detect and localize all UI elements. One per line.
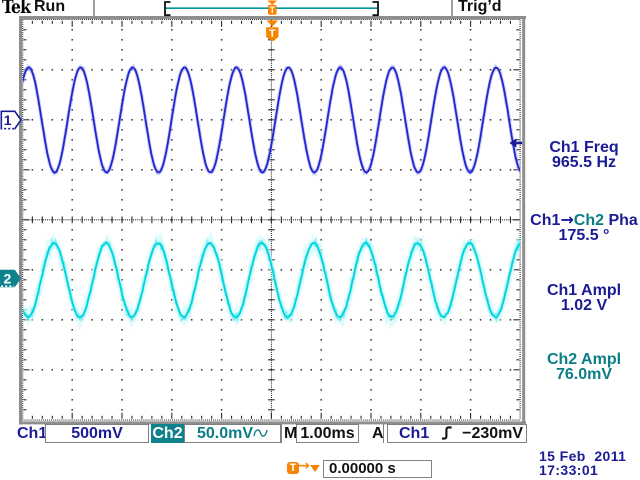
timebase-readout: 1.00ms <box>296 424 359 443</box>
trigger-position-icon: T <box>287 462 299 474</box>
measurement-value: 76.0mV <box>555 366 613 383</box>
header-divider-1 <box>93 0 95 16</box>
measurement-ch1-ampl: Ch1 Ampl 1.02 V <box>527 282 640 314</box>
trigger-flag: T <box>269 28 276 40</box>
trigger-readout: Ch1 −230mV <box>387 424 527 443</box>
right-arrow-icon: → <box>298 458 310 474</box>
ch2-status-label: Ch2 <box>151 424 184 443</box>
timebase-label: M <box>284 425 298 442</box>
ac-coupling-icon <box>253 429 268 437</box>
measurement-value: 1.02 V <box>560 297 608 314</box>
measurement-phase: Ch1→Ch2 Pha 175.5 ° <box>527 210 640 244</box>
date-readout: 15 Feb 2011 <box>539 448 627 464</box>
trigger-position-readout: 0.00000 s <box>323 460 432 478</box>
minibar-trigger-marker: T <box>270 5 276 15</box>
status-divider-a <box>383 424 384 443</box>
measurement-ch2-ampl: Ch2 Ampl 76.0mV <box>527 351 640 383</box>
trigger-source: Ch1 <box>399 425 430 442</box>
rising-edge-icon <box>441 426 452 440</box>
measurement-label: Ch1→Ch2 Pha <box>530 210 638 229</box>
ch1-status-label: Ch1 <box>17 425 48 442</box>
ch1-position-marker: 1 <box>4 112 12 128</box>
ch2-position-marker: 2 <box>4 271 12 287</box>
down-triangle-icon <box>310 465 320 472</box>
measurement-value: 965.5 Hz <box>551 154 617 171</box>
tek-logo: Tek <box>2 0 31 18</box>
ch2-scale-readout: 50.0mV <box>184 424 281 443</box>
acquisition-status: Run <box>34 0 66 15</box>
measurement-label: Ch1 Ampl <box>546 282 622 299</box>
header-divider-2 <box>451 0 453 16</box>
acquire-label: A <box>372 425 384 442</box>
trigger-level: −230mV <box>462 425 524 442</box>
measurement-label: Ch1 Freq <box>549 139 619 156</box>
trigger-status: Trig’d <box>458 0 502 15</box>
ch1-scale-readout: 500mV <box>45 424 149 443</box>
status-divider-m <box>281 424 282 443</box>
time-readout: 17:33:01 <box>539 462 599 478</box>
measurement-value: 175.5 ° <box>558 227 610 244</box>
measurement-ch1-freq: Ch1 Freq 965.5 Hz <box>527 139 640 171</box>
measurement-label: Ch2 Ampl <box>546 351 622 368</box>
